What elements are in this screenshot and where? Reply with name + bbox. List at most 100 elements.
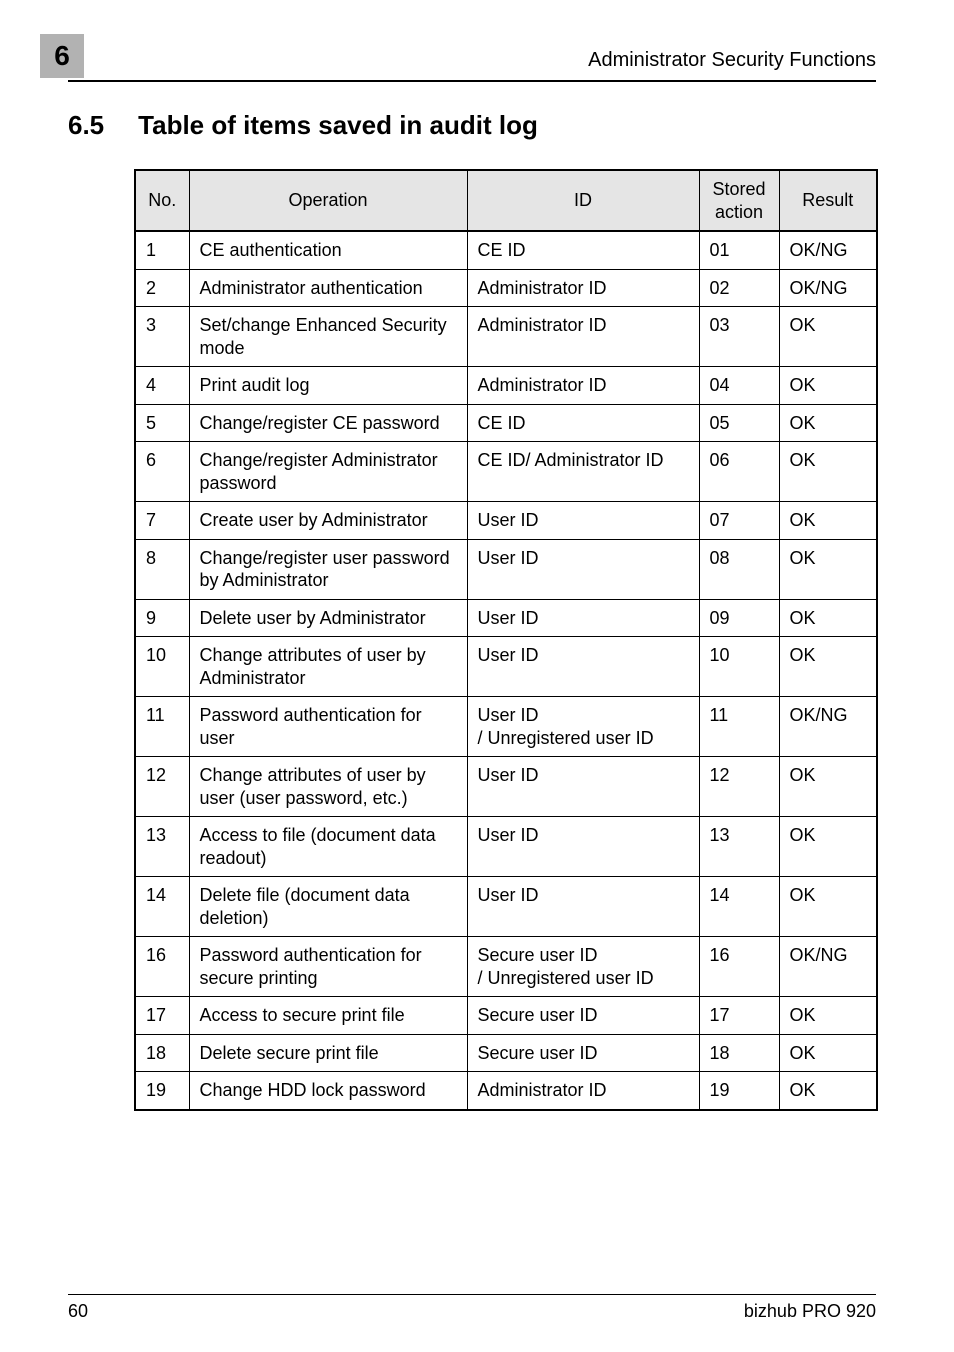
cell-id: User ID [467,502,699,540]
cell-result: OK [779,539,877,599]
cell-id: User ID [467,637,699,697]
cell-no: 4 [135,367,189,405]
table-row: 10Change attributes of user by Administr… [135,637,877,697]
cell-result: OK [779,817,877,877]
col-header-operation: Operation [189,170,467,231]
cell-stored-action: 07 [699,502,779,540]
page-number: 60 [68,1301,88,1322]
cell-result: OK/NG [779,269,877,307]
cell-result: OK [779,404,877,442]
product-label: bizhub PRO 920 [744,1301,876,1322]
audit-table-body: 1CE authenticationCE ID01OK/NG2Administr… [135,231,877,1110]
table-row: 11Password authentication for userUser I… [135,697,877,757]
cell-result: OK [779,1072,877,1110]
cell-result: OK/NG [779,937,877,997]
cell-id: Administrator ID [467,367,699,405]
cell-id: Administrator ID [467,269,699,307]
cell-result: OK [779,502,877,540]
cell-stored-action: 10 [699,637,779,697]
cell-no: 2 [135,269,189,307]
cell-result: OK [779,877,877,937]
cell-result: OK [779,1034,877,1072]
cell-id: User ID [467,877,699,937]
cell-operation: Change attributes of user by user (user … [189,757,467,817]
table-row: 17Access to secure print fileSecure user… [135,997,877,1035]
cell-no: 7 [135,502,189,540]
col-header-id: ID [467,170,699,231]
cell-id: User ID [467,757,699,817]
cell-stored-action: 12 [699,757,779,817]
section-number: 6.5 [68,110,104,141]
table-row: 16Password authentication for secure pri… [135,937,877,997]
cell-operation: Delete user by Administrator [189,599,467,637]
cell-id: CE ID [467,404,699,442]
cell-operation: Change/register CE password [189,404,467,442]
cell-operation: CE authentication [189,231,467,269]
cell-stored-action: 11 [699,697,779,757]
table-row: 2Administrator authenticationAdministrat… [135,269,877,307]
cell-operation: Delete file (document data deletion) [189,877,467,937]
table-row: 7Create user by AdministratorUser ID07OK [135,502,877,540]
cell-stored-action: 05 [699,404,779,442]
cell-id: Administrator ID [467,1072,699,1110]
cell-no: 1 [135,231,189,269]
table-row: 3Set/change Enhanced Security modeAdmini… [135,307,877,367]
cell-id: User ID [467,599,699,637]
cell-operation: Change/register Administrator password [189,442,467,502]
cell-operation: Password authentication for user [189,697,467,757]
table-row: 8Change/register user password by Admini… [135,539,877,599]
cell-no: 19 [135,1072,189,1110]
cell-no: 11 [135,697,189,757]
cell-id: Secure user ID [467,997,699,1035]
cell-stored-action: 01 [699,231,779,269]
table-row: 5Change/register CE passwordCE ID05OK [135,404,877,442]
table-row: 19Change HDD lock passwordAdministrator … [135,1072,877,1110]
cell-id: Administrator ID [467,307,699,367]
cell-stored-action: 06 [699,442,779,502]
cell-operation: Administrator authentication [189,269,467,307]
chapter-number-tab: 6 [40,34,84,78]
cell-stored-action: 18 [699,1034,779,1072]
table-row: 6Change/register Administrator passwordC… [135,442,877,502]
cell-no: 14 [135,877,189,937]
cell-no: 18 [135,1034,189,1072]
cell-no: 13 [135,817,189,877]
table-row: 1CE authenticationCE ID01OK/NG [135,231,877,269]
cell-id: User ID [467,539,699,599]
cell-no: 9 [135,599,189,637]
audit-table-wrapper: No. Operation ID Stored action Result 1C… [134,169,876,1111]
cell-operation: Set/change Enhanced Security mode [189,307,467,367]
cell-operation: Password authentication for secure print… [189,937,467,997]
page: 6 Administrator Security Functions 6.5Ta… [0,0,954,1352]
col-header-result: Result [779,170,877,231]
cell-result: OK [779,442,877,502]
table-row: 4Print audit logAdministrator ID04OK [135,367,877,405]
cell-operation: Create user by Administrator [189,502,467,540]
cell-stored-action: 13 [699,817,779,877]
cell-stored-action: 19 [699,1072,779,1110]
cell-id: User ID [467,817,699,877]
cell-operation: Delete secure print file [189,1034,467,1072]
cell-stored-action: 08 [699,539,779,599]
cell-stored-action: 14 [699,877,779,937]
page-header: 6 Administrator Security Functions [68,34,876,82]
col-header-stored-action: Stored action [699,170,779,231]
cell-stored-action: 03 [699,307,779,367]
cell-stored-action: 09 [699,599,779,637]
table-header-row: No. Operation ID Stored action Result [135,170,877,231]
cell-id: Secure user ID / Unregistered user ID [467,937,699,997]
cell-stored-action: 04 [699,367,779,405]
cell-no: 17 [135,997,189,1035]
cell-no: 3 [135,307,189,367]
cell-no: 5 [135,404,189,442]
cell-id: CE ID/ Administrator ID [467,442,699,502]
page-footer: 60 bizhub PRO 920 [68,1294,876,1322]
cell-result: OK [779,757,877,817]
cell-result: OK/NG [779,697,877,757]
cell-result: OK [779,997,877,1035]
cell-operation: Access to secure print file [189,997,467,1035]
table-row: 14Delete file (document data deletion)Us… [135,877,877,937]
section-heading: 6.5Table of items saved in audit log [68,110,876,141]
cell-operation: Change/register user password by Adminis… [189,539,467,599]
table-row: 18Delete secure print fileSecure user ID… [135,1034,877,1072]
